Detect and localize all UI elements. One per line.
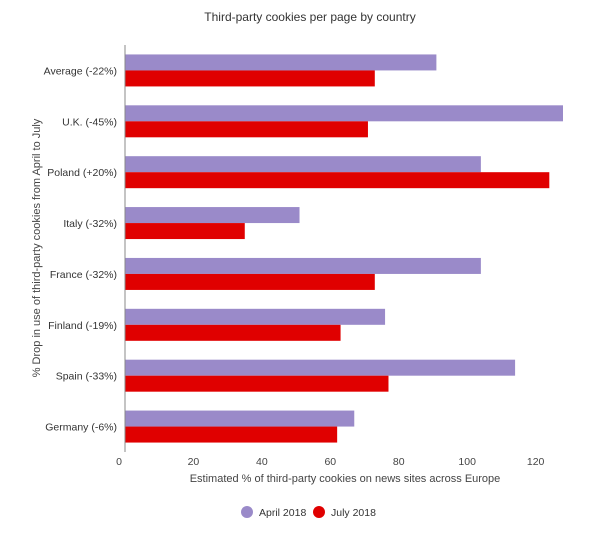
- bar-july-2018: [125, 121, 368, 138]
- bar-april-2018: [125, 308, 386, 325]
- legend-label: July 2018: [331, 507, 376, 519]
- bar-july-2018: [125, 375, 389, 392]
- category-label: Spain (-33%): [56, 371, 117, 383]
- bar-april-2018: [125, 207, 300, 224]
- category-label: Italy (-32%): [63, 218, 117, 230]
- bars: [125, 54, 563, 443]
- legend-swatch: [241, 506, 253, 518]
- legend-label: April 2018: [259, 507, 306, 519]
- x-tick-label: 40: [256, 456, 268, 468]
- category-label: Average (-22%): [44, 65, 117, 77]
- category-label: U.K. (-45%): [62, 116, 117, 128]
- bar-july-2018: [125, 223, 245, 240]
- x-tick-label: 100: [458, 456, 476, 468]
- category-label: France (-32%): [50, 269, 117, 281]
- category-labels: Average (-22%) U.K. (-45%) Poland (+20%) It…: [44, 65, 117, 433]
- x-tick-label: 20: [188, 456, 200, 468]
- bar-july-2018: [125, 426, 338, 443]
- x-axis-title: Estimated % of third-party cookies on ne…: [190, 473, 501, 485]
- x-tick-label: 60: [324, 456, 336, 468]
- bar-july-2018: [125, 172, 550, 189]
- x-tick-label: 80: [393, 456, 405, 468]
- bar-july-2018: [125, 273, 375, 290]
- bar-july-2018: [125, 324, 341, 341]
- x-tick-label: 120: [527, 456, 545, 468]
- y-axis-title: % Drop in use of third-party cookies fro…: [31, 118, 43, 377]
- x-tick-label: 0: [116, 456, 122, 468]
- bar-april-2018: [125, 54, 437, 71]
- bar-april-2018: [125, 410, 355, 427]
- category-label: Poland (+20%): [47, 167, 117, 179]
- category-label: Finland (-19%): [48, 320, 117, 332]
- category-label: Germany (-6%): [45, 422, 117, 434]
- bar-april-2018: [125, 105, 563, 122]
- bar-july-2018: [125, 70, 375, 87]
- bar-april-2018: [125, 359, 516, 376]
- legend-swatch: [313, 506, 325, 518]
- chart-title: Third-party cookies per page by country: [204, 10, 415, 24]
- bar-april-2018: [125, 257, 481, 274]
- bar-april-2018: [125, 156, 481, 173]
- legend: April 2018 July 2018: [241, 506, 376, 519]
- x-tick-labels: 0 20 40 60 80 100 120: [116, 456, 544, 468]
